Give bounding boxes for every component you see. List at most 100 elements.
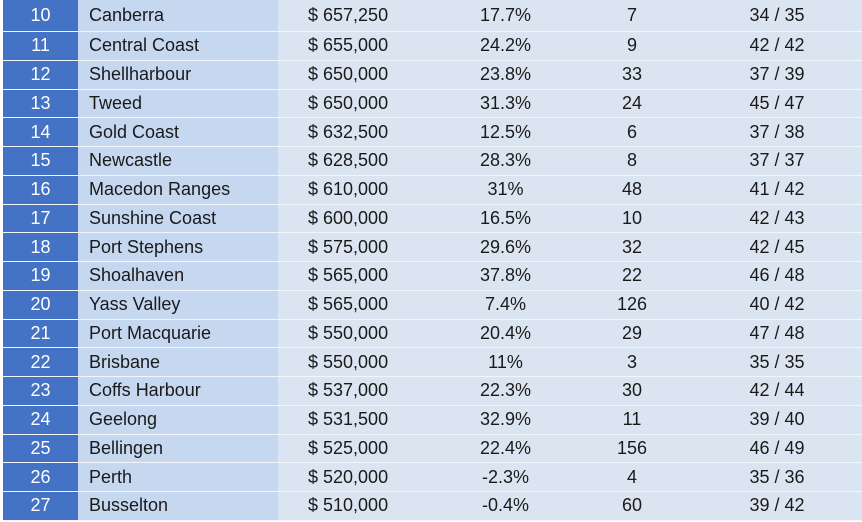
score-cell: 37 / 38 (692, 118, 862, 146)
table-row: 25 Bellingen $ 525,000 22.4% 156 46 / 49 (3, 434, 862, 464)
growth-percent-cell: 23.8% (439, 60, 572, 89)
table-row: 19 Shoalhaven $ 565,000 37.8% 22 46 / 48 (3, 262, 862, 291)
median-price-cell: $ 632,500 (278, 118, 439, 146)
table-row: 26 Perth $ 520,000 -2.3% 4 35 / 36 (3, 463, 862, 492)
median-price-cell: $ 655,000 (278, 32, 439, 60)
region-name-cell: Geelong (78, 405, 278, 434)
region-name-cell: Sunshine Coast (78, 204, 278, 233)
score-cell: 39 / 40 (692, 405, 862, 434)
median-price-cell: $ 610,000 (278, 175, 439, 204)
rank-cell: 20 (3, 290, 78, 319)
score-cell: 41 / 42 (692, 175, 862, 204)
region-name-cell: Shoalhaven (78, 262, 278, 290)
score-cell: 46 / 49 (692, 434, 862, 463)
growth-percent-cell: 7.4% (439, 290, 572, 319)
rank-cell: 10 (3, 0, 78, 31)
median-price-cell: $ 510,000 (278, 492, 439, 520)
growth-percent-cell: 12.5% (439, 118, 572, 146)
count-cell: 48 (572, 175, 692, 204)
table-row: 14 Gold Coast $ 632,500 12.5% 6 37 / 38 (3, 118, 862, 147)
rank-cell: 26 (3, 463, 78, 491)
score-cell: 34 / 35 (692, 0, 862, 31)
table-row: 23 Coffs Harbour $ 537,000 22.3% 30 42 / 44 (3, 377, 862, 406)
score-cell: 37 / 37 (692, 147, 862, 175)
rank-cell: 19 (3, 262, 78, 290)
region-name-cell: Port Stephens (78, 233, 278, 261)
score-cell: 35 / 36 (692, 463, 862, 491)
table-row: 10 Canberra $ 657,250 17.7% 7 34 / 35 (3, 0, 862, 32)
region-name-cell: Perth (78, 463, 278, 491)
median-price-cell: $ 650,000 (278, 60, 439, 89)
median-price-cell: $ 575,000 (278, 233, 439, 261)
score-cell: 42 / 43 (692, 204, 862, 233)
median-price-cell: $ 650,000 (278, 89, 439, 118)
median-price-cell: $ 537,000 (278, 377, 439, 405)
table-row: 12 Shellharbour $ 650,000 23.8% 33 37 / 39 (3, 60, 862, 90)
median-price-cell: $ 550,000 (278, 348, 439, 376)
count-cell: 29 (572, 319, 692, 348)
growth-percent-cell: 31.3% (439, 89, 572, 118)
median-price-cell: $ 600,000 (278, 204, 439, 233)
growth-percent-cell: 20.4% (439, 319, 572, 348)
region-name-cell: Bellingen (78, 434, 278, 463)
median-price-cell: $ 531,500 (278, 405, 439, 434)
table-row: 13 Tweed $ 650,000 31.3% 24 45 / 47 (3, 89, 862, 119)
region-name-cell: Busselton (78, 492, 278, 520)
region-name-cell: Shellharbour (78, 60, 278, 89)
rank-cell: 18 (3, 233, 78, 261)
table-row: 11 Central Coast $ 655,000 24.2% 9 42 / 42 (3, 32, 862, 61)
growth-percent-cell: 22.3% (439, 377, 572, 405)
region-name-cell: Port Macquarie (78, 319, 278, 348)
region-name-cell: Macedon Ranges (78, 175, 278, 204)
table-row: 21 Port Macquarie $ 550,000 20.4% 29 47 / 48 (3, 319, 862, 349)
rank-cell: 12 (3, 60, 78, 89)
score-cell: 46 / 48 (692, 262, 862, 290)
growth-percent-cell: -2.3% (439, 463, 572, 491)
score-cell: 42 / 45 (692, 233, 862, 261)
rank-cell: 11 (3, 32, 78, 60)
growth-percent-cell: 31% (439, 175, 572, 204)
score-cell: 42 / 42 (692, 32, 862, 60)
region-name-cell: Gold Coast (78, 118, 278, 146)
count-cell: 7 (572, 0, 692, 31)
score-cell: 39 / 42 (692, 492, 862, 520)
region-name-cell: Brisbane (78, 348, 278, 376)
growth-percent-cell: 37.8% (439, 262, 572, 290)
count-cell: 3 (572, 348, 692, 376)
rank-cell: 23 (3, 377, 78, 405)
score-cell: 45 / 47 (692, 89, 862, 118)
count-cell: 30 (572, 377, 692, 405)
table-row: 18 Port Stephens $ 575,000 29.6% 32 42 / 45 (3, 233, 862, 262)
region-name-cell: Newcastle (78, 147, 278, 175)
rank-cell: 25 (3, 434, 78, 463)
count-cell: 22 (572, 262, 692, 290)
growth-percent-cell: 16.5% (439, 204, 572, 233)
score-cell: 40 / 42 (692, 290, 862, 319)
count-cell: 9 (572, 32, 692, 60)
count-cell: 10 (572, 204, 692, 233)
rank-cell: 15 (3, 147, 78, 175)
region-name-cell: Central Coast (78, 32, 278, 60)
score-cell: 37 / 39 (692, 60, 862, 89)
rank-cell: 27 (3, 492, 78, 520)
score-cell: 42 / 44 (692, 377, 862, 405)
score-cell: 47 / 48 (692, 319, 862, 348)
count-cell: 4 (572, 463, 692, 491)
rank-cell: 24 (3, 405, 78, 434)
growth-percent-cell: 24.2% (439, 32, 572, 60)
table-row: 22 Brisbane $ 550,000 11% 3 35 / 35 (3, 348, 862, 377)
median-price-cell: $ 520,000 (278, 463, 439, 491)
score-cell: 35 / 35 (692, 348, 862, 376)
growth-percent-cell: 32.9% (439, 405, 572, 434)
count-cell: 126 (572, 290, 692, 319)
median-price-cell: $ 657,250 (278, 0, 439, 31)
rank-cell: 22 (3, 348, 78, 376)
median-price-cell: $ 565,000 (278, 262, 439, 290)
table-row: 27 Busselton $ 510,000 -0.4% 60 39 / 42 (3, 492, 862, 521)
growth-percent-cell: 28.3% (439, 147, 572, 175)
count-cell: 11 (572, 405, 692, 434)
table-row: 16 Macedon Ranges $ 610,000 31% 48 41 / 42 (3, 175, 862, 205)
count-cell: 32 (572, 233, 692, 261)
median-price-cell: $ 628,500 (278, 147, 439, 175)
